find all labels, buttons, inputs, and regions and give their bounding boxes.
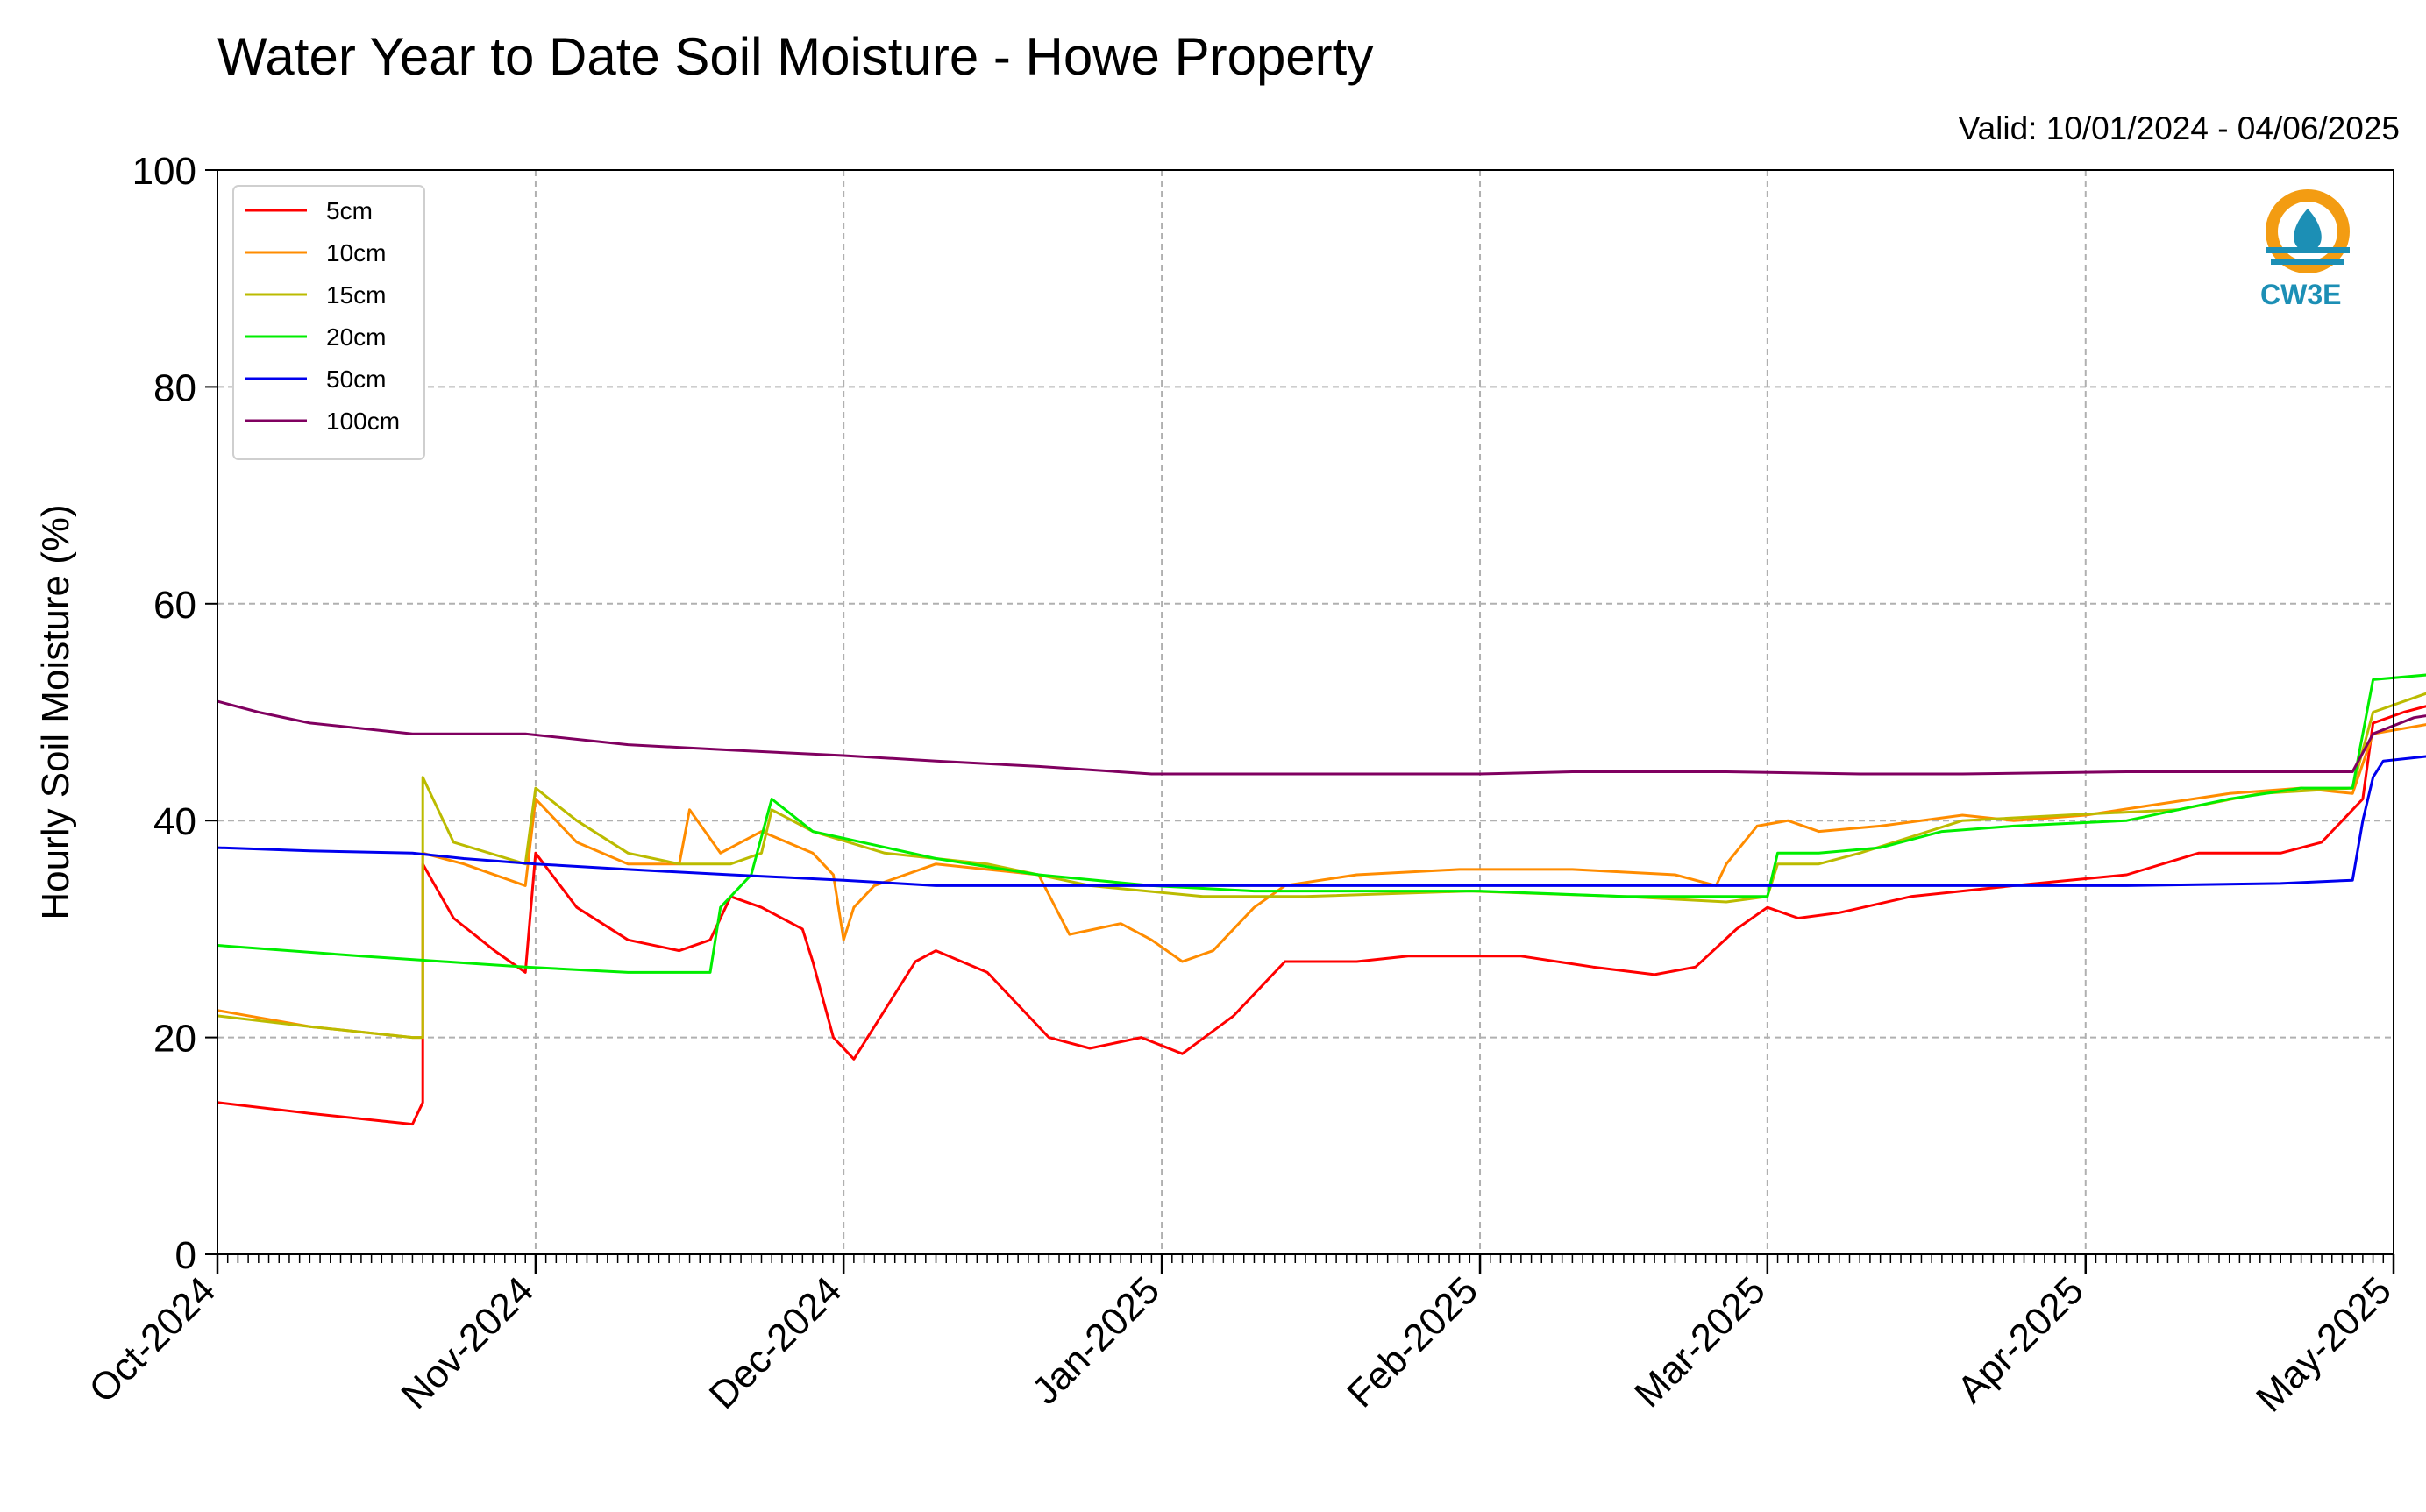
series-line-20cm [217, 673, 2426, 974]
x-tick-label: Apr-2025 [1949, 1268, 2092, 1411]
x-tick-label: Dec-2024 [701, 1268, 850, 1417]
series-line-5cm [217, 705, 2426, 1126]
legend: 5cm 10cm 15cm 20cm 50cm 100cm [232, 185, 425, 460]
x-tick-label: Nov-2024 [393, 1268, 542, 1417]
y-tick-label: 100 [132, 150, 196, 193]
chart-title: Water Year to Date Soil Moisture - Howe … [217, 27, 1374, 86]
legend-label: 15cm [326, 281, 386, 309]
y-axis-label: Hourly Soil Moisture (%) [34, 504, 77, 919]
logo-wave-1 [2266, 247, 2350, 253]
y-tick-label: 0 [175, 1234, 196, 1277]
legend-label: 10cm [326, 239, 386, 266]
series-line-50cm [217, 755, 2426, 887]
y-tick-label: 40 [153, 800, 196, 843]
legend-label: 100cm [326, 408, 400, 435]
y-tick-label: 60 [153, 584, 196, 627]
plot-area [217, 170, 2394, 1254]
y-tick-label: 20 [153, 1018, 196, 1061]
x-tick-label: Feb-2025 [1339, 1268, 1486, 1416]
x-tick-label: Jan-2025 [1024, 1268, 1168, 1412]
y-tick-label: 80 [153, 366, 196, 409]
x-tick-label: May-2025 [2248, 1268, 2400, 1420]
x-tick-label: Mar-2025 [1626, 1268, 1774, 1416]
series-line-100cm [217, 699, 2426, 776]
logo-text: CW3E [2260, 279, 2342, 310]
chart-subtitle: Valid: 10/01/2024 - 04/06/2025 [1958, 110, 2400, 146]
series-group [217, 673, 2426, 1126]
legend-label: 50cm [326, 366, 386, 393]
legend-label: 5cm [326, 197, 373, 224]
logo-drop [2294, 209, 2322, 251]
x-tick-label: Oct-2024 [81, 1268, 224, 1411]
legend-box [232, 185, 425, 460]
legend-label: 20cm [326, 323, 386, 351]
series-line-10cm [217, 723, 2426, 1040]
water-drop-logo-icon [2266, 189, 2350, 273]
logo-wave-2 [2271, 259, 2344, 265]
